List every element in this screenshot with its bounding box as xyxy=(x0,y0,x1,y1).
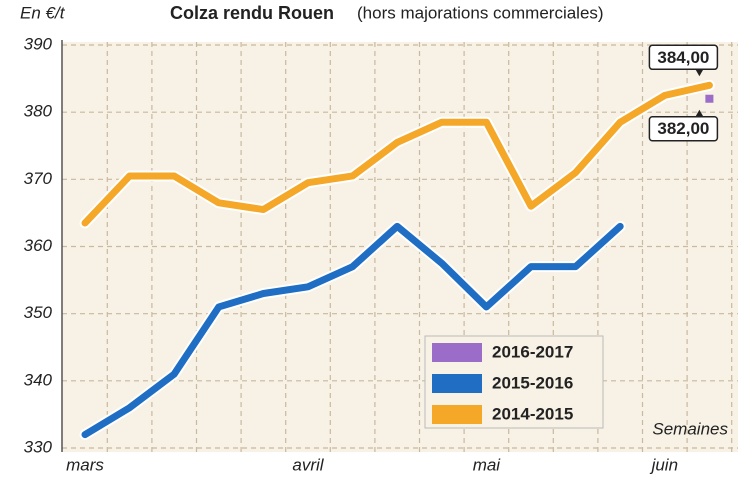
legend-swatch xyxy=(432,405,482,424)
y-tick-label: 380 xyxy=(24,102,53,121)
line xyxy=(81,81,713,227)
point xyxy=(705,94,714,103)
legend-label: 2015-2016 xyxy=(492,373,573,392)
label-pointer xyxy=(695,69,704,77)
x-tick-label: mars xyxy=(66,455,104,474)
line xyxy=(81,222,624,439)
label-pointer xyxy=(695,109,704,117)
y-tick-label: 390 xyxy=(24,34,53,53)
y-tick-label: 360 xyxy=(24,236,53,255)
x-tick-label: avril xyxy=(292,455,324,474)
y-tick-label: 350 xyxy=(24,303,53,322)
legend-label: 2014-2015 xyxy=(492,404,573,423)
x-tick-label: mai xyxy=(473,455,502,474)
legend-swatch xyxy=(432,343,482,362)
chart-subtitle: (hors majorations commerciales) xyxy=(357,3,604,22)
x-tick-label: juin xyxy=(650,455,678,474)
legend-swatch xyxy=(432,374,482,393)
label-box xyxy=(648,44,719,71)
y-tick-label: 340 xyxy=(24,370,53,389)
chart-title: Colza rendu Rouen xyxy=(170,3,334,23)
label-box xyxy=(648,115,719,142)
value-label: 384,00 xyxy=(657,48,709,67)
y-tick-label: 330 xyxy=(24,437,53,456)
legend-label: 2016-2017 xyxy=(492,342,573,361)
y-axis-label: En €/t xyxy=(20,3,66,22)
value-label: 382,00 xyxy=(657,119,709,138)
x-axis-label: Semaines xyxy=(652,419,728,438)
y-tick-label: 370 xyxy=(24,169,53,188)
